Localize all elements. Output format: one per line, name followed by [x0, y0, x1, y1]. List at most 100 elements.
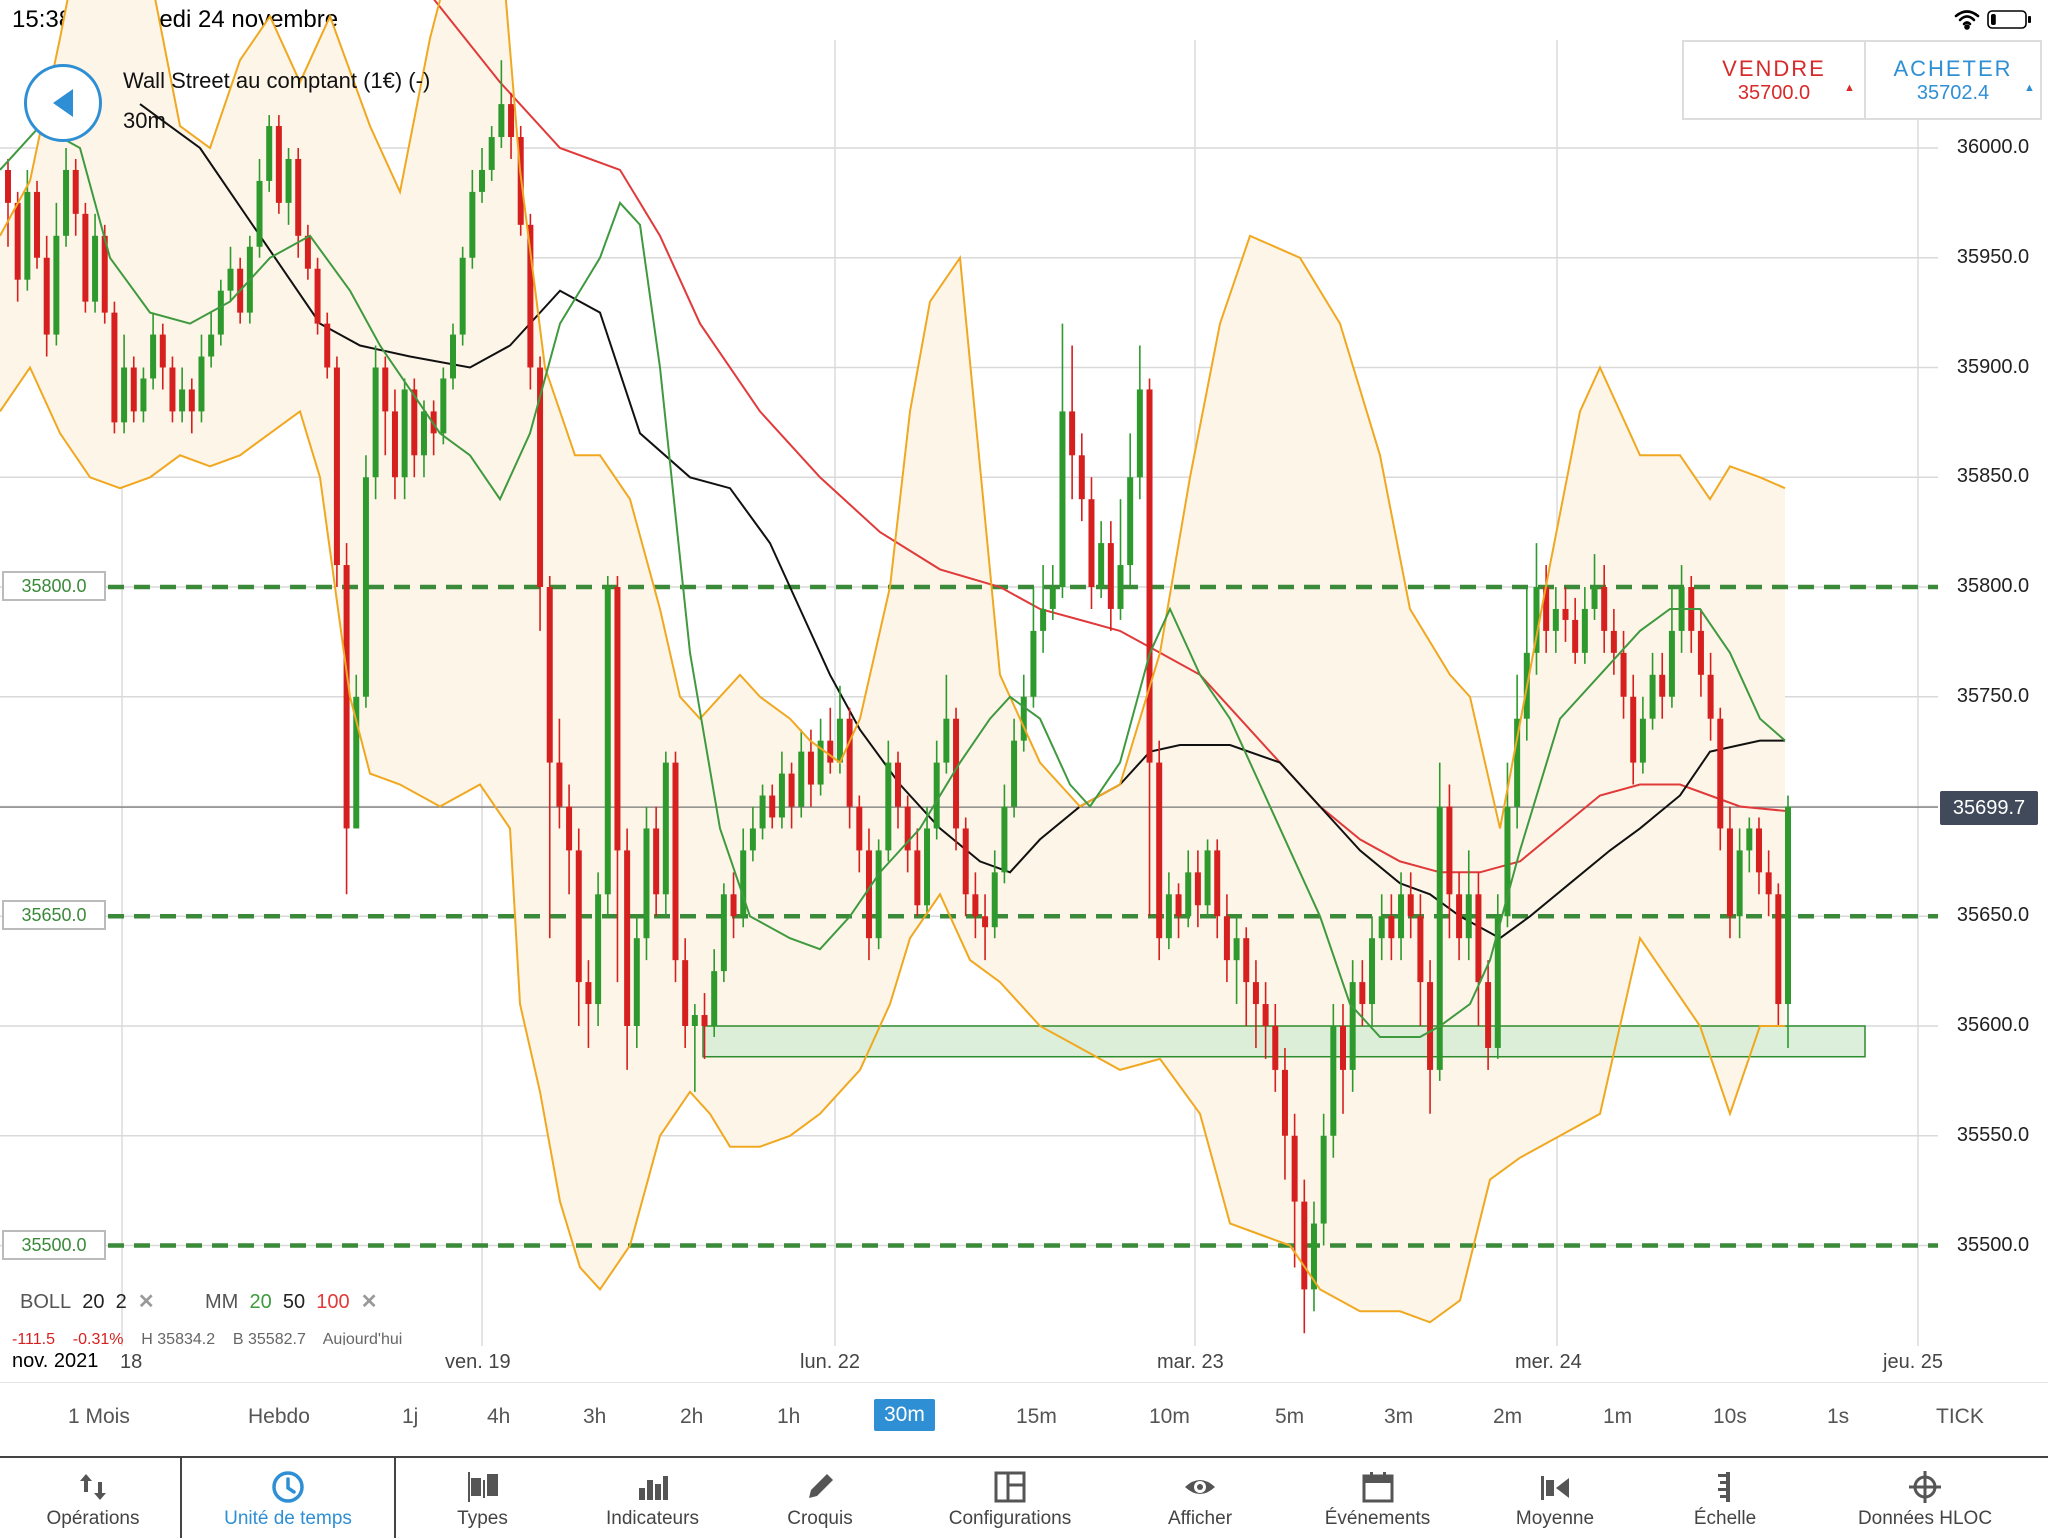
timeframe-2m[interactable]: 2m	[1493, 1405, 1523, 1428]
buy-button[interactable]: ACHETER 35702.4 ▲	[1866, 42, 2040, 118]
legend-mm[interactable]: MM 20 50 100 ✕	[205, 1289, 377, 1314]
candle-body	[121, 367, 128, 423]
candle-body	[778, 773, 785, 818]
candle-body	[1349, 982, 1356, 1070]
candle-body	[150, 334, 157, 379]
candle-body	[1533, 587, 1540, 653]
candle-body	[546, 587, 553, 763]
calendar-icon	[1362, 1472, 1393, 1503]
timeframe-5m[interactable]: 5m	[1275, 1405, 1305, 1428]
remove-mm-icon[interactable]: ✕	[360, 1291, 378, 1313]
candle-body	[701, 1015, 708, 1026]
scale-icon	[1718, 1472, 1730, 1502]
timeframe-hebdo[interactable]: Hebdo	[248, 1405, 310, 1428]
candle-body	[1581, 608, 1588, 653]
candle-body	[740, 850, 747, 917]
timeframe-2h[interactable]: 2h	[680, 1405, 704, 1428]
mm50-line	[139, 103, 1785, 940]
toolbar-indicators[interactable]: Indicateurs	[580, 1458, 725, 1538]
candle-body	[537, 367, 544, 587]
candle-body	[5, 169, 11, 203]
hline-label-35500[interactable]: 35500.0	[2, 1230, 106, 1260]
candle-body	[140, 378, 147, 412]
candle-body	[653, 828, 660, 895]
average-icon	[1541, 1476, 1569, 1500]
legend-boll[interactable]: BOLL 20 2 ✕	[20, 1289, 155, 1314]
toolbar-operations[interactable]: Opérations	[10, 1458, 176, 1538]
support-zone	[702, 1025, 1866, 1058]
candle-body	[595, 894, 602, 1005]
candle-body	[846, 718, 853, 807]
remove-boll-icon[interactable]: ✕	[137, 1291, 155, 1313]
candle-body	[856, 806, 863, 851]
candle-body	[1233, 938, 1240, 961]
timeframe-10m[interactable]: 10m	[1149, 1405, 1190, 1428]
back-button[interactable]	[24, 64, 102, 142]
toolbar-average[interactable]: Moyenne	[1490, 1458, 1620, 1538]
toolbar-time-unit[interactable]: Unité de temps	[190, 1458, 386, 1538]
timeframe-3m[interactable]: 3m	[1384, 1405, 1414, 1428]
candle-body	[807, 751, 814, 785]
candle-body	[1726, 828, 1733, 917]
candle-body	[130, 367, 137, 412]
timeframe-4h[interactable]: 4h	[487, 1405, 511, 1428]
candle-body	[159, 334, 166, 368]
candle-body	[333, 367, 340, 566]
toolbar-hloc-data[interactable]: Données HLOC	[1840, 1458, 2010, 1538]
candle-body	[1204, 850, 1211, 906]
candle-body	[991, 872, 998, 928]
toolbar-sketch[interactable]: Croquis	[760, 1458, 880, 1538]
timeframe-15m[interactable]: 15m	[1016, 1405, 1057, 1428]
candle-body	[730, 894, 737, 917]
mm-50: 50	[282, 1291, 306, 1313]
candle-body	[1001, 806, 1008, 873]
toolbar-scale[interactable]: Échelle	[1665, 1458, 1785, 1538]
timeframe-tick[interactable]: TICK	[1936, 1405, 1984, 1428]
candle-body	[1610, 630, 1617, 653]
candle-body	[1020, 696, 1027, 741]
timeframe-3h[interactable]: 3h	[583, 1405, 607, 1428]
price-axis-label: 36000.0	[1938, 136, 2048, 159]
candles-icon	[467, 1472, 498, 1502]
candle-body	[1030, 630, 1037, 697]
candle-body	[1194, 872, 1201, 906]
candle-body	[1746, 828, 1753, 851]
toolbar-configurations[interactable]: Configurations	[930, 1458, 1090, 1538]
candle-body	[295, 158, 302, 236]
candle-body	[179, 389, 186, 412]
price-axis-label: 35750.0	[1938, 684, 2048, 708]
battery-level	[1991, 14, 1996, 25]
candle-body	[1456, 894, 1463, 939]
candle-body	[1494, 916, 1501, 1048]
hline-label-35800[interactable]: 35800.0	[2, 571, 106, 601]
candle-body	[1417, 916, 1424, 983]
candle-body	[691, 1015, 698, 1026]
candle-body	[924, 828, 931, 906]
candle-body	[401, 389, 408, 478]
candle-body	[1572, 619, 1579, 653]
timeframe-1s[interactable]: 1s	[1827, 1405, 1850, 1428]
sell-price: 35700.0	[1737, 82, 1811, 104]
candle-body	[1011, 740, 1018, 807]
candle-body	[1175, 894, 1182, 917]
candle-body	[1069, 411, 1076, 456]
timeframe-1-mois[interactable]: 1 Mois	[68, 1405, 130, 1428]
candle-body	[479, 169, 486, 192]
toolbar-events[interactable]: Événements	[1305, 1458, 1450, 1538]
timeframe-10s[interactable]: 10s	[1713, 1405, 1747, 1428]
candle-body	[1262, 1004, 1269, 1026]
candle-body	[1446, 806, 1453, 895]
timeframe-1h[interactable]: 1h	[777, 1405, 801, 1428]
price-chart[interactable]	[0, 0, 2048, 1346]
timeframe-1m[interactable]: 1m	[1603, 1405, 1633, 1428]
candle-body	[1378, 916, 1385, 939]
toolbar-label: Opérations	[46, 1508, 140, 1529]
toolbar-types[interactable]: Types	[420, 1458, 545, 1538]
candle-body	[1330, 1026, 1337, 1136]
timeframe-1j[interactable]: 1j	[402, 1405, 419, 1428]
timeframe-30m[interactable]: 30m	[874, 1399, 935, 1431]
sell-button[interactable]: VENDRE 35700.0 ▲	[1684, 42, 1866, 118]
hline-label-35650[interactable]: 35650.0	[2, 900, 106, 930]
candle-body	[1755, 828, 1762, 873]
toolbar-display[interactable]: Afficher	[1140, 1458, 1260, 1538]
